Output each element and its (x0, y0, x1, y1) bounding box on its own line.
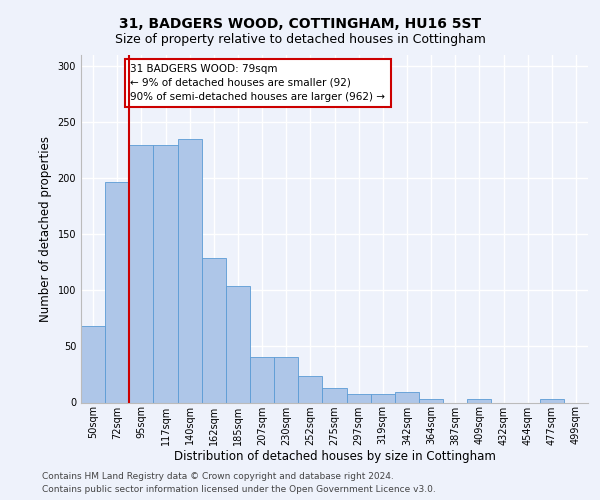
Bar (540, 399, 564, 402)
Bar (274, 356, 298, 403)
Text: 31 BADGERS WOOD: 79sqm
← 9% of detached houses are smaller (92)
90% of semi-deta: 31 BADGERS WOOD: 79sqm ← 9% of detached … (130, 64, 385, 102)
Bar (322, 388, 347, 402)
Bar (250, 356, 274, 403)
Bar (154, 144, 178, 402)
Bar (202, 258, 226, 402)
Bar (226, 286, 250, 403)
Text: Contains public sector information licensed under the Open Government Licence v3: Contains public sector information licen… (42, 485, 436, 494)
Bar (419, 399, 443, 402)
Bar (298, 376, 322, 402)
Bar (81, 326, 105, 402)
Bar (178, 139, 202, 402)
Text: Size of property relative to detached houses in Cottingham: Size of property relative to detached ho… (115, 32, 485, 46)
Bar (371, 394, 395, 402)
X-axis label: Distribution of detached houses by size in Cottingham: Distribution of detached houses by size … (173, 450, 496, 464)
Y-axis label: Number of detached properties: Number of detached properties (39, 136, 52, 322)
Text: Contains HM Land Registry data © Crown copyright and database right 2024.: Contains HM Land Registry data © Crown c… (42, 472, 394, 481)
Bar (395, 392, 419, 402)
Text: 31, BADGERS WOOD, COTTINGHAM, HU16 5ST: 31, BADGERS WOOD, COTTINGHAM, HU16 5ST (119, 18, 481, 32)
Bar (347, 394, 371, 402)
Bar (105, 182, 129, 402)
Bar (467, 399, 491, 402)
Bar (129, 144, 154, 402)
